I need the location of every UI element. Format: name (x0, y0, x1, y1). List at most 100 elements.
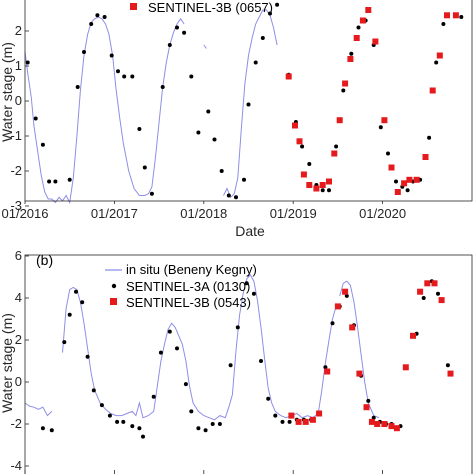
s3a-point (49, 428, 54, 433)
s3b-point (406, 176, 413, 183)
s3a-point (62, 340, 67, 345)
s3a-point (226, 193, 231, 198)
s3b-point (452, 12, 459, 19)
s3a-point (421, 296, 426, 300)
s3a-point (219, 169, 224, 173)
s3a-point (259, 359, 263, 363)
panel-a-legend: SENTINEL-3B (0657) (130, 0, 273, 15)
panel-b-label: (b) (36, 252, 53, 268)
s3b-point (444, 12, 450, 19)
s3a-point (378, 125, 383, 130)
s3a-point (436, 291, 440, 296)
s3a-point (275, 2, 280, 7)
s3b-point (436, 52, 443, 59)
in-situ-line-segment (24, 402, 53, 417)
s3a-point (441, 22, 446, 26)
s3b-point (372, 38, 379, 45)
panel-a-ticks: -3 -2 -1 0 1 2 01/2016 01/2017 01/2018 01/2019 01/… (2, 23, 407, 221)
panel-b-legend-dot-s3a (111, 283, 117, 289)
s3b-point (288, 412, 295, 419)
panel-a-xtick-label: 01/2016 (2, 206, 49, 221)
s3b-point (295, 418, 302, 425)
panel-a-ytick-label: -2 (10, 163, 22, 178)
s3a-point (334, 144, 339, 149)
s3a-point (203, 428, 208, 433)
s3b-point (285, 73, 292, 80)
panel-b-legend-square-s3b (110, 298, 117, 305)
s3a-point (67, 312, 72, 317)
s3a-point (330, 321, 335, 326)
s3a-point (251, 291, 256, 296)
s3a-point (206, 109, 211, 114)
s3b-point (429, 87, 436, 94)
in-situ-line-segment (115, 17, 185, 196)
s3a-point (167, 329, 172, 334)
panel-b-plot-area (24, 274, 454, 439)
s3b-point (313, 185, 320, 192)
s3a-point (427, 135, 432, 140)
s3a-point (53, 179, 58, 184)
s3a-point (320, 188, 325, 193)
panel-a-ylabel: Water stage (m) (0, 42, 15, 142)
s3b-point (431, 280, 438, 287)
panel-b-ticks: -4 -2 0 2 4 6 (10, 248, 384, 474)
s3a-point (366, 398, 371, 403)
s3b-point (363, 404, 370, 411)
s3b-point (319, 182, 326, 188)
s3a-point (40, 426, 45, 431)
s3b-point (292, 122, 298, 129)
panel-a-axes-box (24, 0, 473, 202)
panel-a-ytick-label: -3 (10, 198, 22, 213)
s3b-point (422, 154, 429, 160)
panel-a-xtick-label: 01/2017 (91, 206, 138, 221)
s3a-point (242, 177, 246, 182)
panel-a-ytick-label: -1 (10, 128, 22, 143)
s3b-point (401, 180, 408, 187)
s3b-point (356, 370, 363, 377)
s3a-point (273, 413, 278, 418)
panel-a-ytick-label: 1 (15, 58, 22, 73)
panel-b-ytick-label: 4 (15, 290, 22, 305)
s3b-point (309, 416, 316, 423)
s3a-point (244, 281, 249, 286)
s3a-point (183, 382, 188, 387)
s3b-point (438, 297, 445, 304)
s3b-point (413, 176, 420, 183)
s3a-point (445, 363, 450, 368)
s3a-point (212, 137, 217, 142)
panel-b-ytick-label: -4 (10, 458, 22, 473)
panel-b-ytick-label: -2 (10, 416, 22, 431)
s3a-point (109, 53, 114, 58)
s3a-point (266, 396, 271, 401)
s3a-point (102, 15, 107, 19)
s3a-point (99, 403, 104, 408)
s3a-point (356, 25, 361, 30)
in-situ-line-segment (339, 280, 380, 419)
s3a-point (307, 162, 312, 166)
panel-a-xtick-label: 01/2018 (180, 206, 227, 221)
panel-a-xtick-label: 01/2019 (270, 206, 317, 221)
panel-a-xlabel: Date (235, 223, 265, 239)
s3a-point (137, 426, 142, 431)
s3a-point (82, 50, 86, 54)
s3a-point (25, 60, 30, 65)
panel-a-legend-label: SENTINEL-3B (0657) (148, 0, 273, 15)
s3b-point (417, 288, 424, 295)
s3a-point (300, 144, 305, 149)
s3b-point (349, 324, 356, 331)
s3b-point (300, 171, 307, 178)
s3b-point (447, 370, 454, 377)
s3a-point (268, 11, 272, 16)
s3a-point (394, 179, 398, 184)
s3b-point (342, 80, 349, 87)
s3a-point (344, 293, 349, 298)
s3b-point (324, 368, 331, 375)
s3a-point (40, 142, 45, 147)
s3a-point (189, 74, 194, 79)
s3a-point (160, 85, 165, 89)
s3b-point (381, 117, 388, 124)
s3a-point (235, 325, 240, 330)
s3a-point (85, 354, 90, 359)
s3a-point (116, 69, 120, 74)
s3a-point (47, 179, 52, 184)
